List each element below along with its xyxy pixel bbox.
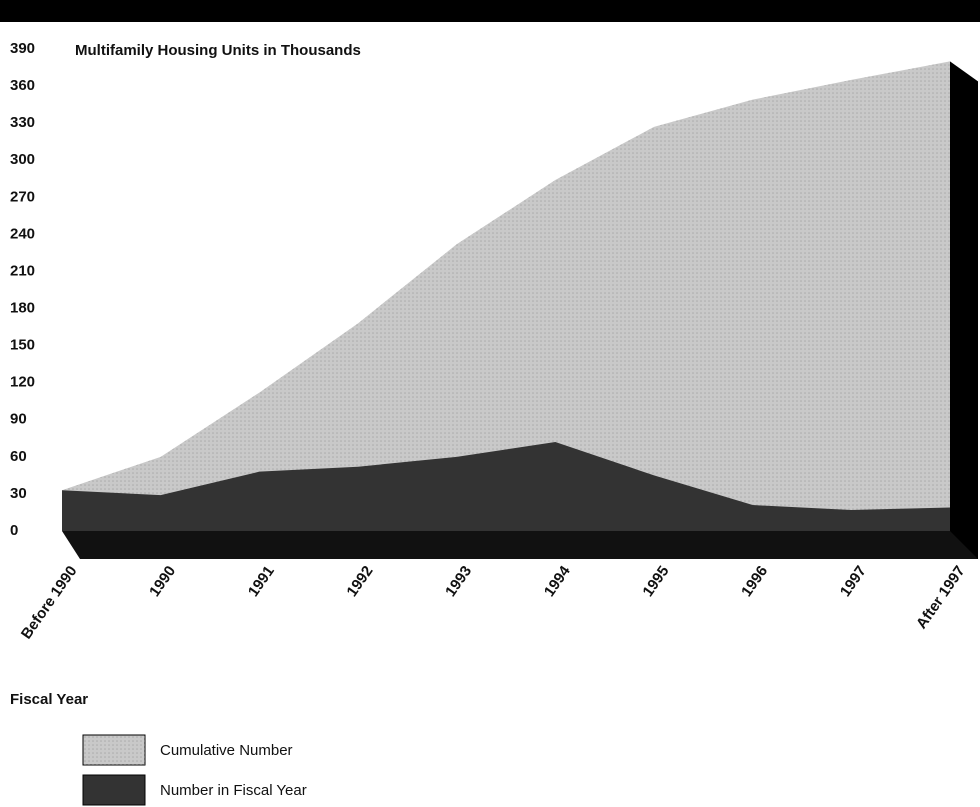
x-tick-label: Before 1990 [18,563,81,642]
x-tick-label: 1993 [442,563,475,600]
x-tick-label: 1990 [146,563,179,600]
area-texture [62,61,950,531]
top-band [0,0,980,22]
x-tick-label: 1994 [541,562,574,600]
chart-title: Multifamily Housing Units in Thousands [75,42,361,59]
x-tick-label: 1992 [343,563,376,600]
y-tick-label: 150 [10,337,35,354]
right-side [950,61,978,559]
y-tick-label: 90 [10,411,27,428]
legend-label: Cumulative Number [160,742,293,759]
y-tick-label: 120 [10,374,35,391]
x-tick-label: 1997 [837,563,870,600]
floor [62,531,978,559]
y-tick-label: 30 [10,485,27,502]
x-tick-label: 1995 [639,563,672,600]
y-tick-label: 210 [10,262,35,279]
y-tick-label: 180 [10,300,35,317]
y-tick-label: 300 [10,151,35,168]
x-tick-label: After 1997 [913,563,969,632]
y-tick-label: 240 [10,225,35,242]
legend-swatch [82,774,146,806]
area [62,442,950,531]
x-tick-label: 1996 [738,563,771,600]
y-tick-label: 60 [10,448,27,465]
x-tick-label: 1991 [245,563,278,600]
y-tick-label: 270 [10,188,35,205]
y-tick-label: 330 [10,114,35,131]
x-axis-label: Fiscal Year [10,691,88,708]
y-tick-label: 390 [10,40,35,57]
legend-label: Number in Fiscal Year [160,782,307,799]
y-tick-label: 360 [10,77,35,94]
y-tick-label: 0 [10,522,18,539]
legend-texture [83,735,145,765]
plot: 0 30 60 90 120 150 180 210 240 270 300 330 360 390 Bef… [10,40,978,806]
